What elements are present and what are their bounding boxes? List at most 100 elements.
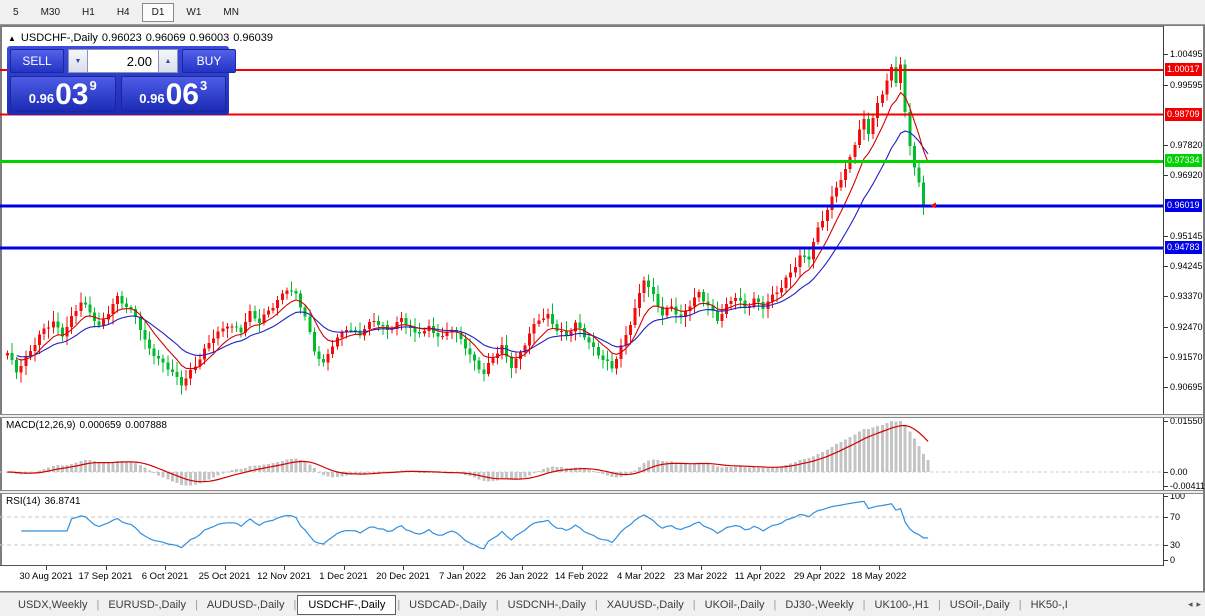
date-axis-label: 25 Oct 2021	[198, 571, 251, 582]
level-price-label: 0.94783	[1165, 241, 1202, 255]
pane-separator[interactable]	[0, 490, 1203, 494]
chart-tab-usoil-[interactable]: USOil-,Daily	[949, 598, 1010, 611]
price-tick-label: 0.99595	[1170, 79, 1203, 90]
rsi-axis-label-tick	[1164, 560, 1168, 561]
sell-price-big: 03	[55, 78, 89, 111]
chart-tab-ukoil-[interactable]: UKOil-,Daily	[704, 598, 765, 611]
price-tick-label: 0.90695	[1170, 381, 1203, 392]
macd-axis-label-tick	[1164, 421, 1168, 422]
macd-chart[interactable]	[0, 418, 1163, 490]
triangle-up-icon: ▲	[164, 57, 172, 65]
date-tick	[224, 566, 226, 570]
date-axis-label: 18 May 2022	[851, 571, 907, 582]
date-tick	[879, 566, 880, 570]
chart-tab-xauusd-[interactable]: XAUUSD-,Daily	[606, 598, 684, 611]
buy-button[interactable]: BUY	[182, 49, 236, 73]
chart-tab-hk50-[interactable]: HK50-,I	[1030, 598, 1068, 611]
chart-tab-dj30-[interactable]: DJ30-,Weekly	[785, 598, 854, 611]
rsi-axis-label: 30	[1170, 540, 1181, 550]
chart-tab-uk100-[interactable]: UK100-,H1	[874, 598, 929, 611]
timeframe-button-h1[interactable]: H1	[82, 6, 95, 18]
date-axis-label: 29 Apr 2022	[793, 571, 846, 582]
level-price-label: 0.97334	[1165, 154, 1202, 168]
tab-separator: |	[937, 598, 941, 611]
rsi-chart[interactable]	[0, 494, 1163, 565]
tab-scroll-buttons: ◂ ▸	[1184, 599, 1205, 610]
timeframe-button-mn[interactable]: MN	[223, 6, 239, 18]
chart-tab-usdchf-[interactable]: USDCHF-,Daily	[297, 594, 397, 615]
chart-tab-usdcnh-[interactable]: USDCNH-,Daily	[507, 598, 586, 611]
chart-window	[0, 25, 1205, 592]
date-tick	[462, 566, 464, 570]
date-axis-label: 11 Apr 2022	[734, 571, 786, 582]
volume-decrease-button[interactable]: ▼	[68, 49, 88, 73]
price-tick-label-tick	[1164, 175, 1168, 177]
level-price-label: 0.98709	[1165, 107, 1202, 121]
rsi-axis-label: 100	[1170, 491, 1186, 501]
symbol-period-label: USDCHF-,Daily	[20, 32, 98, 44]
tab-scroll-right-icon[interactable]: ▸	[1196, 599, 1201, 609]
buy-price-box[interactable]: 0.96 06 3	[120, 76, 226, 112]
macd-main-value: 0.000659	[79, 420, 122, 431]
ohlc-open: 0.96023	[101, 32, 142, 44]
volume-increase-button[interactable]: ▲	[158, 49, 178, 73]
rsi-name: RSI(14)	[6, 496, 41, 507]
pane-separator[interactable]	[0, 414, 1203, 418]
timeframe-button-d1[interactable]: D1	[141, 2, 175, 22]
tab-separator: |	[1018, 598, 1022, 611]
chart-tab-usdcad-[interactable]: USDCAD-,Daily	[409, 598, 487, 611]
rsi-axis-label-tick	[1164, 517, 1168, 518]
tab-separator: |	[773, 598, 777, 611]
date-axis-label: 30 Aug 2021	[19, 571, 73, 582]
price-tick-label-tick	[1164, 296, 1168, 298]
tab-scroll-left-icon[interactable]: ◂	[1187, 599, 1193, 609]
volume-control: ▼ ▲	[68, 49, 178, 73]
date-axis-label: 26 Jan 2022	[495, 571, 549, 582]
price-axis[interactable]: 1.00495 0.99595 0.97820 0.96920 0.95145 0.942…	[1163, 26, 1205, 566]
date-tick	[581, 566, 583, 570]
price-tick-label: 0.93370	[1170, 291, 1203, 302]
rsi-axis-label-tick	[1164, 496, 1168, 497]
price-tick-label-tick	[1164, 386, 1168, 388]
volume-input[interactable]	[88, 49, 158, 73]
rsi-pane-border	[0, 565, 1203, 566]
macd-axis-label: 0.01550	[1170, 416, 1203, 426]
date-tick	[760, 566, 761, 570]
ohlc-close: 0.96039	[233, 32, 273, 44]
price-tick-label: 0.97820	[1170, 139, 1203, 150]
macd-axis-label-tick	[1164, 485, 1168, 487]
price-tick-label-tick	[1164, 84, 1168, 86]
tab-separator: |	[96, 598, 100, 611]
rsi-value: 36.8741	[44, 496, 81, 507]
level-price-label: 0.96019	[1165, 199, 1202, 213]
date-tick	[165, 566, 166, 570]
chart-tab-eurusd-[interactable]: EURUSD-,Daily	[108, 598, 186, 611]
timeframe-button-5[interactable]: 5	[13, 6, 19, 18]
price-tick-label: 0.95145	[1170, 230, 1203, 241]
tab-separator: |	[495, 598, 499, 611]
chart-tab-usdx[interactable]: USDX,Weekly	[18, 598, 88, 611]
sell-button[interactable]: SELL	[10, 49, 64, 73]
timeframe-button-m30[interactable]: M30	[40, 6, 61, 18]
date-axis[interactable]: 30 Aug 2021 17 Sep 2021 6 Oct 2021 25 Oct 2…	[0, 566, 1203, 591]
chart-tab-audusd-[interactable]: AUDUSD-,Daily	[206, 598, 285, 611]
tab-separator: |	[594, 598, 598, 611]
date-axis-label: 17 Sep 2021	[78, 571, 133, 582]
date-tick	[105, 566, 107, 570]
timeframe-button-h4[interactable]: H4	[116, 6, 130, 18]
macd-signal-value: 0.007888	[125, 420, 167, 431]
chart-tab-bar: USDX,Weekly | EURUSD-,Daily | AUDUSD-,Daily |…	[0, 592, 1205, 616]
rsi-axis-label: 70	[1170, 512, 1181, 522]
date-axis-label: 12 Nov 2021	[257, 571, 311, 582]
timeframe-button-w1[interactable]: W1	[186, 6, 202, 18]
sell-price-prefix: 0.96	[28, 91, 55, 106]
date-axis-label: 23 Mar 2022	[673, 571, 728, 582]
tab-separator: |	[194, 598, 198, 611]
macd-axis-label-tick	[1164, 472, 1168, 473]
date-axis-label: 4 Mar 2022	[616, 571, 666, 582]
collapse-arrow-icon[interactable]: ▲	[8, 34, 16, 43]
sell-price-box[interactable]: 0.96 03 9	[10, 76, 116, 112]
tab-separator: |	[692, 598, 696, 611]
macd-axis-label: 0.00	[1170, 467, 1188, 477]
